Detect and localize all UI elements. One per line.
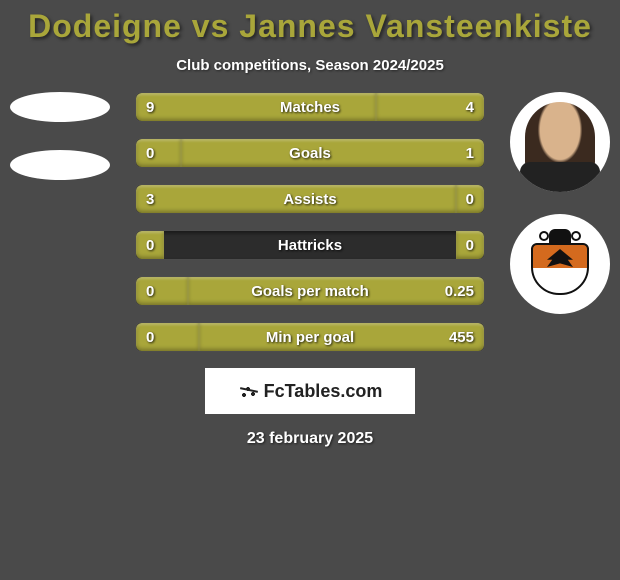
right-player-column xyxy=(510,92,610,336)
brand-badge: FcTables.com xyxy=(205,368,415,414)
fctables-logo-icon xyxy=(238,381,258,401)
page-title: Dodeigne vs Jannes Vansteenkiste xyxy=(0,0,620,45)
stat-label: Goals xyxy=(136,139,484,167)
stat-row: 94Matches xyxy=(135,92,485,122)
stat-bars: 94Matches 01Goals 30Assists 00Hattricks 00.2… xyxy=(135,92,485,352)
club-badge-icon xyxy=(530,229,590,299)
stat-row: 0455Min per goal xyxy=(135,322,485,352)
left-club-badge-placeholder xyxy=(10,150,110,180)
stat-label: Goals per match xyxy=(136,277,484,305)
stat-label: Min per goal xyxy=(136,323,484,351)
date-label: 23 february 2025 xyxy=(0,430,620,448)
stat-label: Hattricks xyxy=(136,231,484,259)
subtitle: Club competitions, Season 2024/2025 xyxy=(0,57,620,74)
left-player-column xyxy=(10,92,110,206)
stat-row: 00.25Goals per match xyxy=(135,276,485,306)
player-face-icon xyxy=(525,102,595,182)
stat-row: 01Goals xyxy=(135,138,485,168)
right-player-avatar xyxy=(510,92,610,192)
right-club-badge xyxy=(510,214,610,314)
stat-label: Assists xyxy=(136,185,484,213)
brand-text: FcTables.com xyxy=(264,381,383,402)
stat-row: 30Assists xyxy=(135,184,485,214)
stat-label: Matches xyxy=(136,93,484,121)
comparison-content: 94Matches 01Goals 30Assists 00Hattricks 00.2… xyxy=(0,92,620,352)
left-player-avatar-placeholder xyxy=(10,92,110,122)
stat-row: 00Hattricks xyxy=(135,230,485,260)
